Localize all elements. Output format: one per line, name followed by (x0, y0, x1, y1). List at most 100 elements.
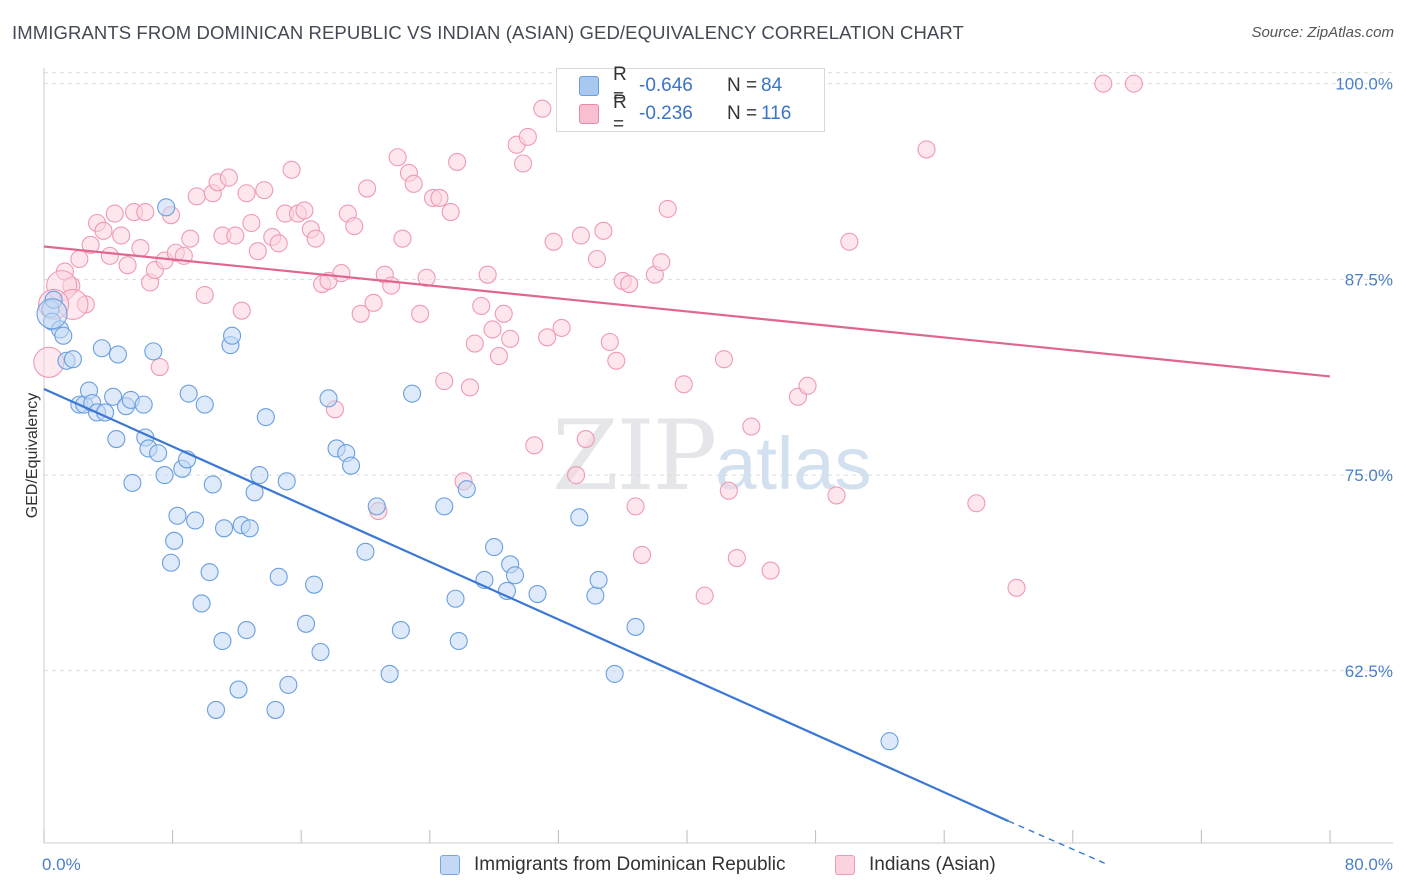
data-point (131, 239, 150, 258)
data-point (967, 494, 986, 513)
data-point (528, 585, 547, 604)
data-point (798, 376, 817, 395)
data-point (213, 631, 232, 651)
data-point (186, 511, 205, 530)
data-point (472, 296, 491, 316)
data-point (203, 475, 222, 494)
data-point (341, 456, 361, 475)
data-point (255, 181, 274, 200)
series-dominican-republic (36, 198, 899, 751)
data-point (107, 430, 126, 449)
data-point (219, 168, 238, 187)
trend-line (43, 387, 1009, 823)
trend-lines (43, 245, 1331, 864)
data-point (277, 472, 296, 491)
data-point (587, 249, 607, 269)
watermark-zip: ZIP (552, 400, 717, 512)
data-point (457, 480, 476, 499)
data-point (840, 232, 859, 251)
data-point (391, 621, 410, 640)
data-point (827, 486, 846, 505)
data-point (761, 561, 780, 580)
data-point (134, 395, 153, 414)
data-point (214, 519, 234, 538)
data-point (311, 642, 330, 662)
data-point (351, 304, 370, 323)
data-point (567, 466, 586, 485)
data-point (223, 326, 242, 345)
data-point (719, 481, 738, 500)
data-point (282, 160, 301, 179)
data-point (356, 542, 375, 561)
data-point (586, 586, 605, 605)
data-point (626, 617, 645, 636)
data-point (266, 700, 285, 719)
data-point (81, 235, 100, 254)
data-point-large (36, 298, 68, 330)
r-label: R = (613, 64, 627, 107)
data-point (364, 293, 383, 312)
data-point (279, 675, 298, 694)
series-legend: Immigrants from Dominican Republic India… (0, 851, 1406, 879)
data-point (150, 357, 169, 377)
data-point (305, 575, 324, 594)
data-point (104, 387, 123, 406)
data-point (144, 342, 163, 361)
legend-item-dominican[interactable]: Immigrants from Dominican Republic (440, 851, 786, 879)
data-point (714, 350, 734, 369)
data-point (533, 99, 552, 118)
data-point (206, 700, 226, 719)
data-point (483, 320, 502, 339)
data-point (441, 202, 460, 222)
data-point (485, 538, 504, 557)
legend-row-dominican: R = -0.646 N = 84 (579, 64, 782, 107)
data-point (465, 334, 484, 353)
data-point (1094, 74, 1113, 93)
data-point (607, 351, 626, 370)
data-point (168, 506, 187, 525)
data-point (600, 332, 619, 352)
data-point (157, 198, 176, 217)
x-tick-label: 80.0% (1345, 855, 1393, 874)
data-point (605, 664, 624, 683)
data-point (269, 567, 288, 586)
data-point (460, 378, 480, 397)
data-point (404, 174, 423, 193)
data-point (393, 229, 412, 248)
data-point (367, 497, 386, 516)
data-point (505, 566, 525, 585)
data-point (306, 229, 325, 248)
legend-item-indians[interactable]: Indians (Asian) (835, 851, 996, 879)
data-point (94, 221, 113, 240)
y-tick-label: 62.5% (1345, 662, 1393, 681)
data-point (63, 350, 82, 369)
data-point (478, 265, 497, 284)
r-label: R = (613, 92, 627, 135)
data-point (552, 318, 571, 337)
data-point (594, 221, 613, 240)
trend-line (43, 245, 1331, 378)
watermark-atlas: atlas (715, 422, 872, 505)
data-point (501, 329, 520, 348)
data-point (435, 372, 454, 391)
data-point (149, 444, 168, 463)
tick-labels: 62.5% 75.0% 87.5% 100.0% 0.0% 80.0% GED/Equiva… (24, 75, 1393, 874)
data-point (179, 384, 198, 403)
data-point (571, 226, 590, 245)
y-tick-label: 100.0% (1335, 75, 1393, 94)
data-point (161, 553, 181, 572)
n-label: N = (727, 75, 758, 96)
source-label: Source: ZipAtlas.com (1251, 24, 1394, 41)
legend-swatch-blue (440, 855, 460, 875)
data-point (358, 179, 377, 198)
data-point (430, 188, 449, 207)
data-point (538, 328, 557, 347)
legend-label: Indians (Asian) (869, 854, 996, 875)
data-point (525, 436, 544, 455)
data-point (200, 563, 219, 582)
data-point (232, 301, 251, 320)
series-indians-asian (33, 74, 1143, 605)
data-point (513, 154, 533, 173)
data-point (632, 545, 652, 564)
